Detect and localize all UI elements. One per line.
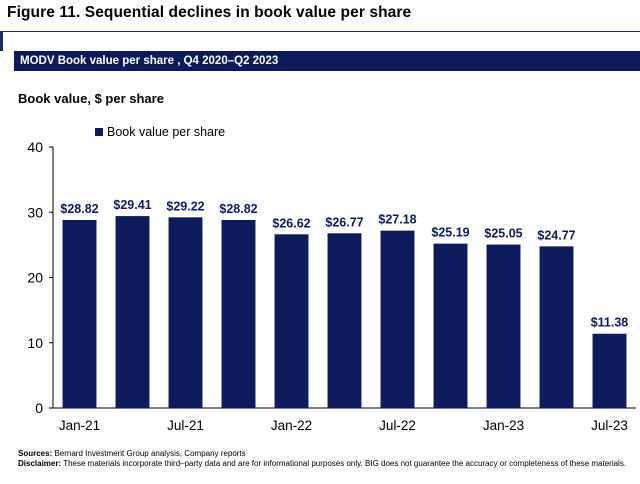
data-label: $26.77 [325, 215, 363, 229]
y-tick-label: 40 [27, 139, 43, 155]
data-label: $27.18 [378, 213, 416, 227]
sources-label: Sources: [18, 449, 53, 458]
data-label: $29.22 [166, 199, 204, 213]
data-label: $11.38 [591, 316, 629, 330]
chart-banner: MODV Book value per share , Q4 2020–Q2 2… [14, 51, 640, 71]
y-tick-label: 0 [35, 400, 43, 416]
data-label: $25.05 [484, 227, 522, 241]
bar [486, 244, 521, 408]
x-tick-label: Jan-23 [483, 418, 524, 433]
data-label: $28.82 [219, 202, 257, 216]
bar [539, 246, 574, 408]
sources-line: Sources: Bernard Investment Group analys… [18, 449, 628, 459]
x-tick-label: Jul-22 [379, 418, 416, 433]
disclaimer-label: Disclaimer: [18, 459, 62, 468]
title-rule [0, 31, 640, 32]
bar [380, 230, 415, 408]
bar [115, 216, 150, 408]
data-label: $24.77 [537, 228, 575, 242]
bar [327, 233, 362, 408]
bar-chart: 0 10 20 30 40 $28.82 $29.41 $29.22 $28.82 $26.62 $… [27, 125, 636, 433]
bar [62, 219, 97, 408]
x-tick-label: Jan-22 [271, 418, 312, 433]
x-tick-label: Jul-21 [167, 418, 204, 433]
legend-swatch [95, 128, 103, 136]
y-tick-label: 30 [27, 204, 43, 220]
bar [221, 219, 256, 408]
bar [433, 243, 468, 408]
figure-title: Figure 11. Sequential declines in book v… [7, 4, 412, 21]
disclaimer-line: Disclaimer: These materials incorporate … [18, 459, 628, 469]
y-tick-label: 10 [27, 335, 43, 351]
disclaimer-text: These materials incorporate third–party … [61, 459, 627, 468]
x-tick-label: Jan-21 [59, 418, 100, 433]
data-label: $28.82 [60, 202, 98, 216]
data-label: $29.41 [113, 198, 151, 212]
data-label: $25.19 [431, 226, 469, 240]
bar [592, 333, 627, 408]
data-label: $26.62 [272, 216, 310, 230]
bar [168, 217, 203, 408]
footer: Sources: Bernard Investment Group analys… [18, 449, 628, 469]
bar [274, 234, 309, 408]
left-accent-bar [0, 31, 3, 51]
y-tick-label: 20 [27, 270, 43, 286]
sources-text: Bernard Investment Group analysis, Compa… [52, 449, 246, 458]
x-tick-label: Jul-23 [591, 418, 628, 433]
legend-label: Book value per share [107, 125, 225, 139]
y-axis-title: Book value, $ per share [18, 91, 164, 106]
